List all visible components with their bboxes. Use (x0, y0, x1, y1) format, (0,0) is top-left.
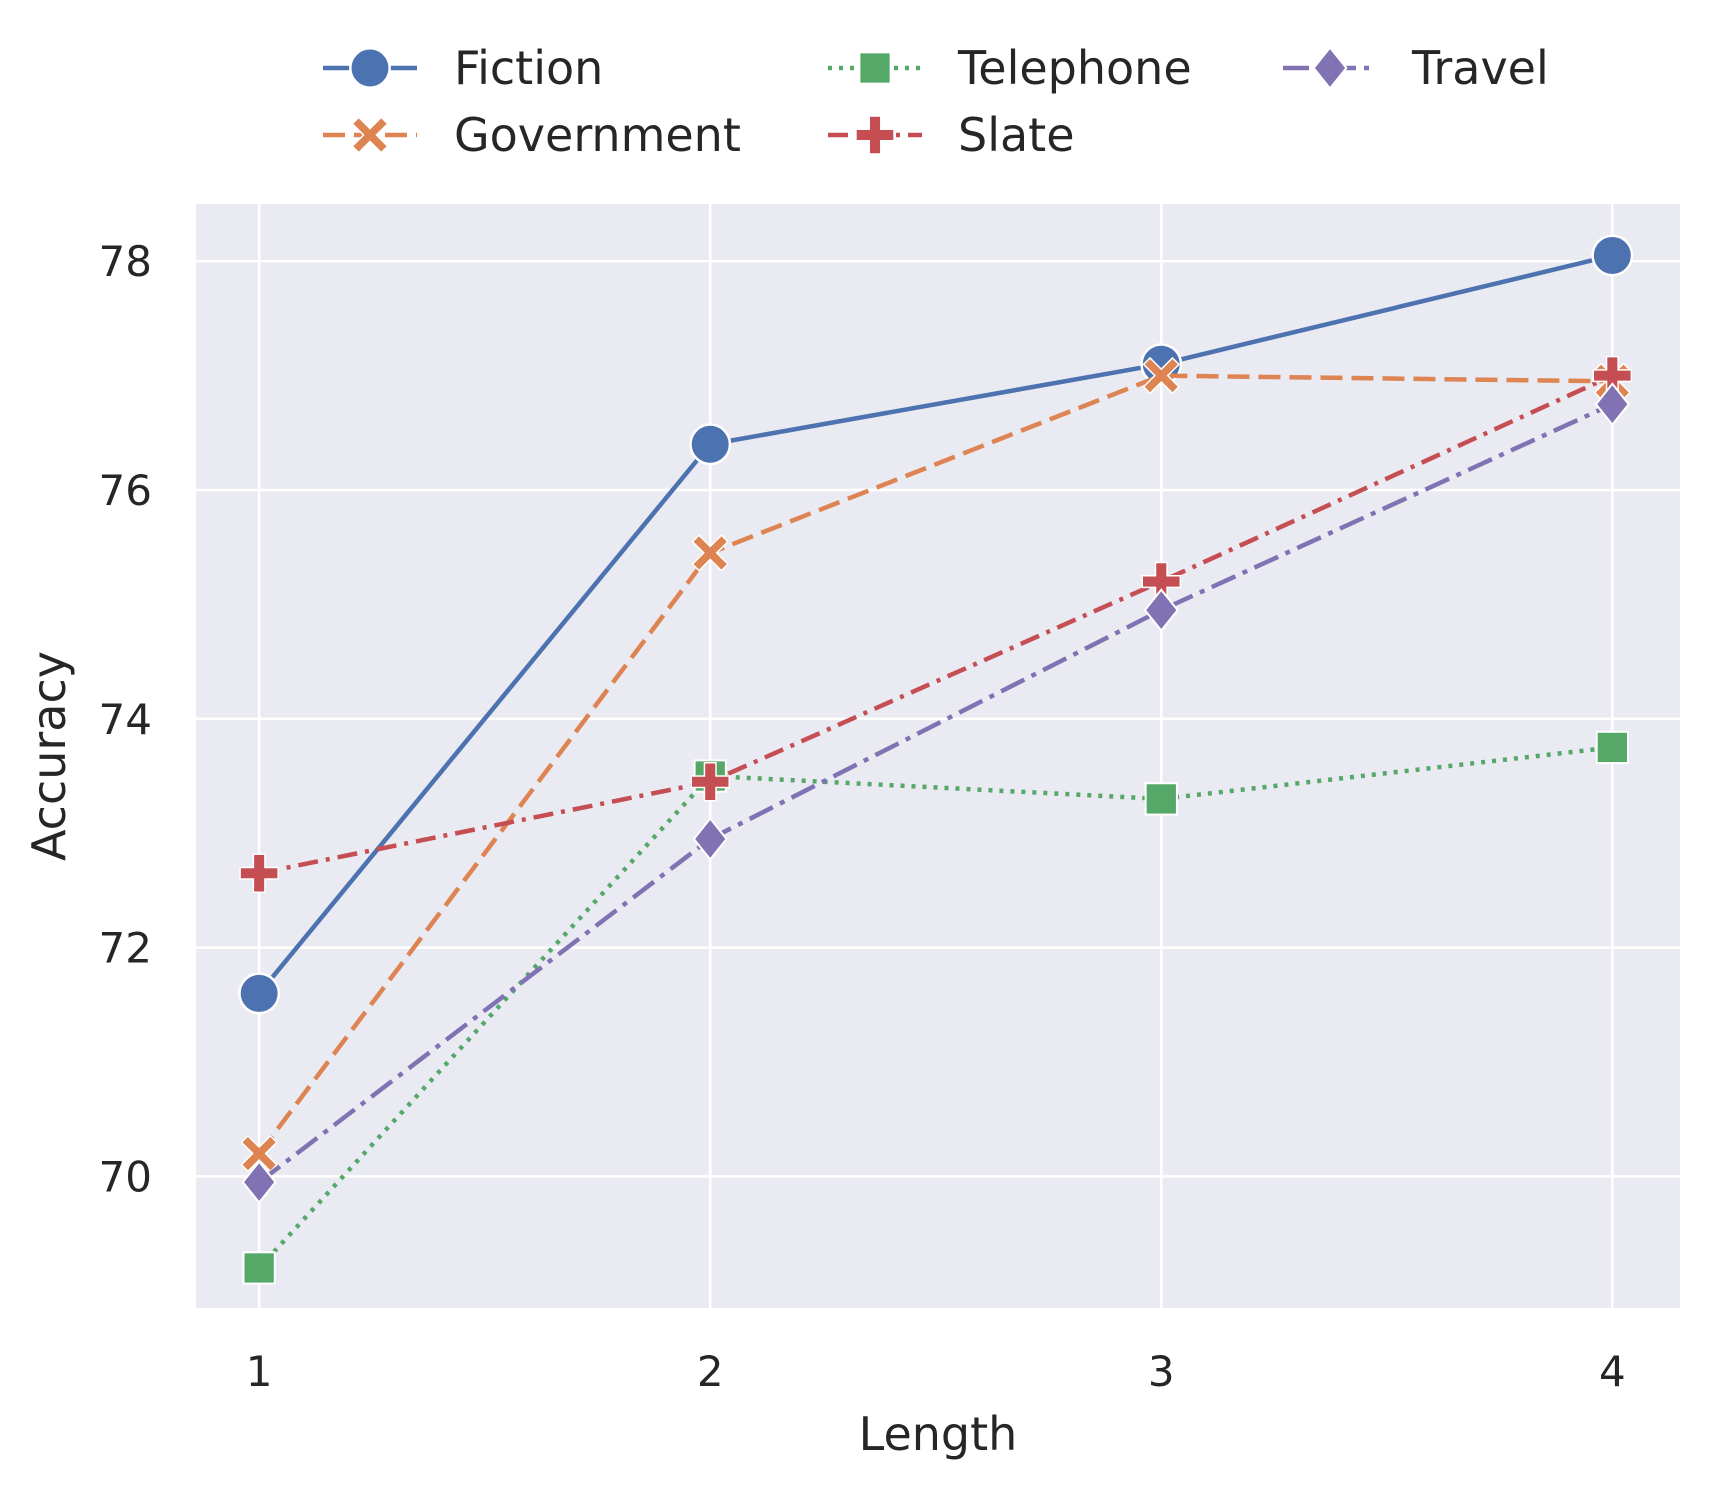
x-tick-label: 4 (1599, 1347, 1626, 1396)
data-point-fiction (1591, 234, 1634, 277)
y-tick-label: 76 (99, 466, 152, 515)
x-tick-labels: 1 2 3 4 (246, 1347, 1626, 1396)
data-point-telephone (242, 1251, 276, 1285)
y-tick-label: 72 (99, 924, 152, 973)
plot-background (196, 204, 1680, 1308)
legend-item-travel: Travel (1283, 41, 1549, 95)
legend: Fiction Government Telephone Slate Travel (323, 41, 1549, 162)
x-axis-label: Length (859, 1407, 1018, 1461)
legend-label: Travel (1411, 41, 1549, 95)
series-line-slate (258, 373, 1614, 876)
data-point-travel (1594, 382, 1630, 427)
legend-item-slate: Slate (828, 108, 1075, 162)
x-tick-label: 3 (1148, 1347, 1175, 1396)
legend-marker (855, 115, 895, 155)
data-point-travel (692, 816, 728, 861)
series-slate (239, 355, 1633, 894)
x-tick-label: 1 (246, 1347, 273, 1396)
y-tick-labels: 70 72 74 76 78 (99, 237, 152, 1201)
data-point-government (1142, 356, 1181, 395)
legend-item-telephone: Telephone (828, 41, 1192, 95)
series-line-travel (257, 402, 1614, 1184)
legend-label: Government (454, 108, 741, 162)
data-point-slate (239, 853, 279, 894)
data-point-travel (1143, 588, 1179, 633)
series-line-telephone (257, 745, 1613, 1270)
data-point-travel (241, 1160, 277, 1205)
data-point-slate (690, 761, 731, 802)
legend-marker (351, 116, 389, 154)
legend-label: Fiction (454, 41, 603, 95)
legend-marker (858, 51, 892, 85)
legend-label: Telephone (957, 41, 1192, 95)
y-axis-label: Accuracy (22, 651, 76, 861)
legend-item-fiction: Fiction (323, 41, 603, 95)
data-point-telephone (1144, 782, 1178, 816)
legend-marker (349, 47, 391, 89)
y-tick-label: 78 (99, 237, 152, 286)
legend-marker (1312, 45, 1348, 91)
data-point-fiction (689, 423, 732, 466)
series-line-government (257, 373, 1613, 1155)
legend-label: Slate (958, 108, 1075, 162)
grid-lines (196, 204, 1680, 1308)
x-tick-label: 2 (697, 1347, 724, 1396)
data-point-telephone (1595, 730, 1629, 765)
series-telephone (242, 730, 1629, 1285)
data-point-government (691, 534, 729, 572)
data-point-fiction (238, 972, 281, 1015)
series-government (240, 356, 1632, 1173)
legend-item-government: Government (323, 108, 741, 162)
y-tick-label: 74 (99, 695, 152, 744)
series-line-fiction (257, 253, 1613, 995)
series-layer (238, 234, 1634, 1285)
series-travel (241, 382, 1630, 1205)
y-tick-label: 70 (99, 1152, 152, 1201)
